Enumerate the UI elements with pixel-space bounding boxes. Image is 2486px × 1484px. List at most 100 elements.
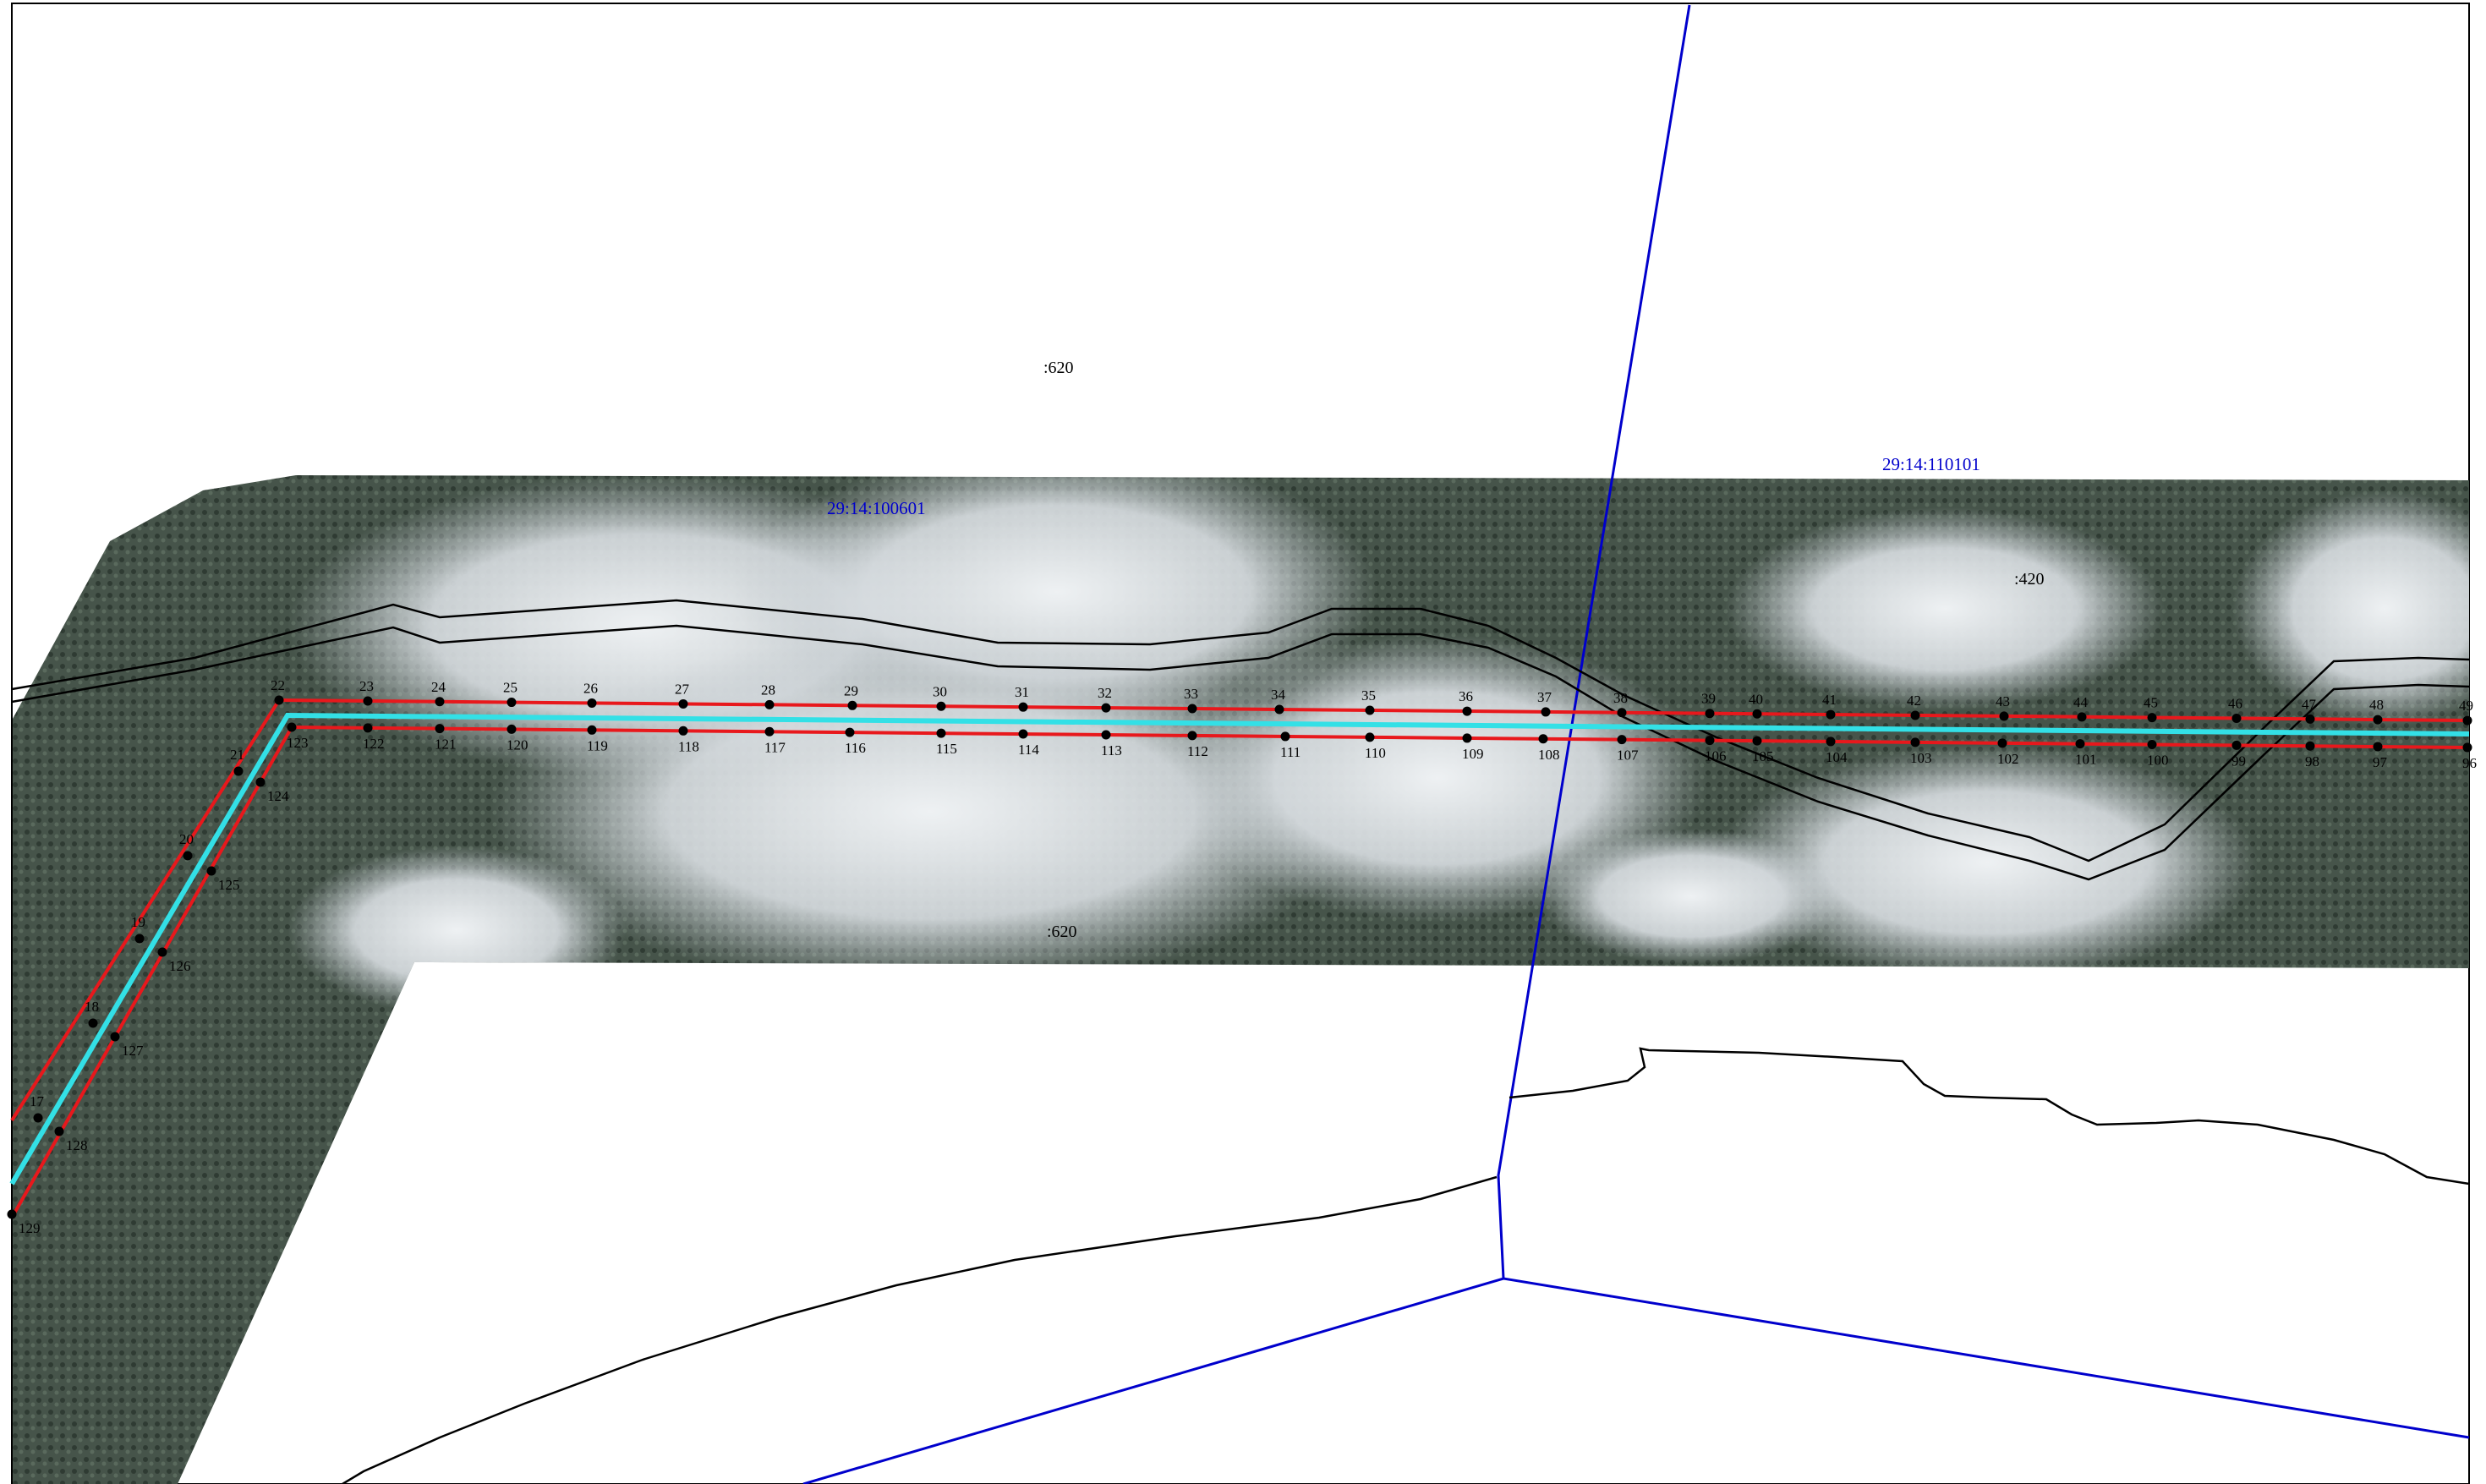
plot-label-620-top: :620	[1043, 359, 1074, 377]
point-34-marker	[1274, 704, 1284, 715]
point-102-label: 102	[1997, 751, 2019, 767]
point-35-marker	[1365, 705, 1375, 715]
point-102-marker	[1997, 738, 2007, 748]
point-48-label: 48	[2369, 697, 2384, 713]
point-129-label: 129	[19, 1220, 41, 1236]
point-114-label: 114	[1018, 742, 1039, 758]
point-33-label: 33	[1184, 686, 1198, 702]
point-45-label: 45	[2144, 695, 2158, 711]
point-21-marker	[233, 766, 244, 776]
corridor-centerline	[9, 712, 2470, 1186]
point-106-label: 106	[1705, 748, 1727, 764]
point-44-marker	[2077, 712, 2087, 722]
point-118-label: 118	[678, 738, 699, 754]
point-122-label: 122	[363, 736, 385, 752]
plot-label-620-bottom: :620	[1047, 923, 1077, 941]
point-125-marker	[206, 866, 216, 876]
point-129-marker	[7, 1209, 17, 1219]
point-110-label: 110	[1365, 745, 1386, 761]
point-124-label: 124	[267, 788, 289, 804]
point-43-marker	[1999, 711, 2009, 721]
point-33-marker	[1187, 704, 1197, 714]
point-118-marker	[678, 726, 688, 736]
point-110-marker	[1365, 732, 1375, 742]
point-100-label: 100	[2147, 752, 2169, 768]
point-38-marker	[1617, 708, 1627, 718]
point-128-marker	[54, 1126, 64, 1136]
point-112-label: 112	[1187, 743, 1208, 759]
point-98-marker	[2305, 741, 2315, 751]
point-27-marker	[678, 698, 688, 709]
point-49-label: 49	[2459, 698, 2473, 714]
point-126-marker	[157, 947, 167, 957]
point-112-marker	[1187, 731, 1197, 741]
point-41-marker	[1826, 709, 1836, 720]
point-27-label: 27	[675, 681, 690, 697]
point-104-label: 104	[1826, 749, 1848, 765]
point-31-marker	[1018, 702, 1028, 712]
point-24-marker	[435, 697, 445, 707]
point-113-label: 113	[1101, 742, 1122, 758]
point-99-label: 99	[2231, 753, 2246, 769]
point-37-marker	[1541, 707, 1551, 717]
point-128-label: 128	[66, 1137, 88, 1153]
point-103-marker	[1910, 737, 1920, 747]
point-34-label: 34	[1271, 687, 1286, 703]
point-49-marker	[2462, 715, 2472, 726]
survey-points: 17 18 19 20 21 22 23 24 25 26 27 28 29 30 31 32 33 34 35 36…	[7, 677, 2477, 1236]
point-46-label: 46	[2228, 696, 2242, 712]
point-37-label: 37	[1537, 689, 1552, 705]
point-113-marker	[1101, 730, 1111, 740]
point-106-marker	[1705, 736, 1715, 746]
point-40-marker	[1752, 709, 1762, 719]
point-107-label: 107	[1617, 747, 1639, 764]
point-32-label: 32	[1098, 685, 1112, 701]
point-20-marker	[183, 851, 193, 861]
point-47-marker	[2305, 714, 2315, 724]
point-122-marker	[363, 723, 373, 733]
point-107-marker	[1617, 735, 1627, 745]
point-36-marker	[1462, 706, 1472, 716]
point-97-label: 97	[2373, 754, 2388, 770]
point-116-label: 116	[845, 740, 866, 756]
point-124-marker	[255, 777, 266, 787]
point-101-label: 101	[2075, 752, 2097, 768]
point-121-marker	[435, 724, 445, 734]
point-36-label: 36	[1459, 688, 1473, 704]
point-30-label: 30	[933, 683, 947, 699]
point-24-label: 24	[431, 679, 446, 695]
point-109-marker	[1462, 733, 1472, 743]
point-100-marker	[2147, 739, 2157, 749]
point-96-label: 96	[2462, 755, 2477, 771]
point-116-marker	[845, 727, 855, 737]
point-44-label: 44	[2073, 694, 2089, 710]
point-25-label: 25	[503, 680, 517, 696]
point-105-label: 105	[1752, 748, 1774, 764]
point-39-marker	[1705, 709, 1715, 719]
point-26-label: 26	[583, 680, 598, 696]
point-18-marker	[88, 1018, 98, 1028]
satellite-imagery	[13, 475, 2469, 1484]
point-125-label: 125	[218, 877, 240, 893]
point-30-marker	[936, 701, 946, 711]
point-19-label: 19	[131, 914, 145, 930]
point-117-label: 117	[764, 739, 786, 755]
point-31-label: 31	[1015, 684, 1029, 700]
point-21-label: 21	[230, 747, 244, 763]
point-18-label: 18	[85, 999, 99, 1015]
point-35-label: 35	[1361, 687, 1376, 704]
point-127-label: 127	[122, 1043, 144, 1059]
point-123-marker	[287, 722, 297, 732]
point-119-label: 119	[587, 737, 608, 753]
point-22-label: 22	[271, 677, 285, 693]
point-23-label: 23	[359, 678, 374, 694]
point-120-marker	[507, 724, 517, 734]
point-105-marker	[1752, 736, 1762, 746]
point-25-marker	[507, 698, 517, 708]
point-22-marker	[274, 695, 284, 705]
point-126-label: 126	[169, 958, 191, 974]
point-119-marker	[587, 725, 597, 735]
point-114-marker	[1018, 729, 1028, 739]
point-104-marker	[1826, 737, 1836, 747]
